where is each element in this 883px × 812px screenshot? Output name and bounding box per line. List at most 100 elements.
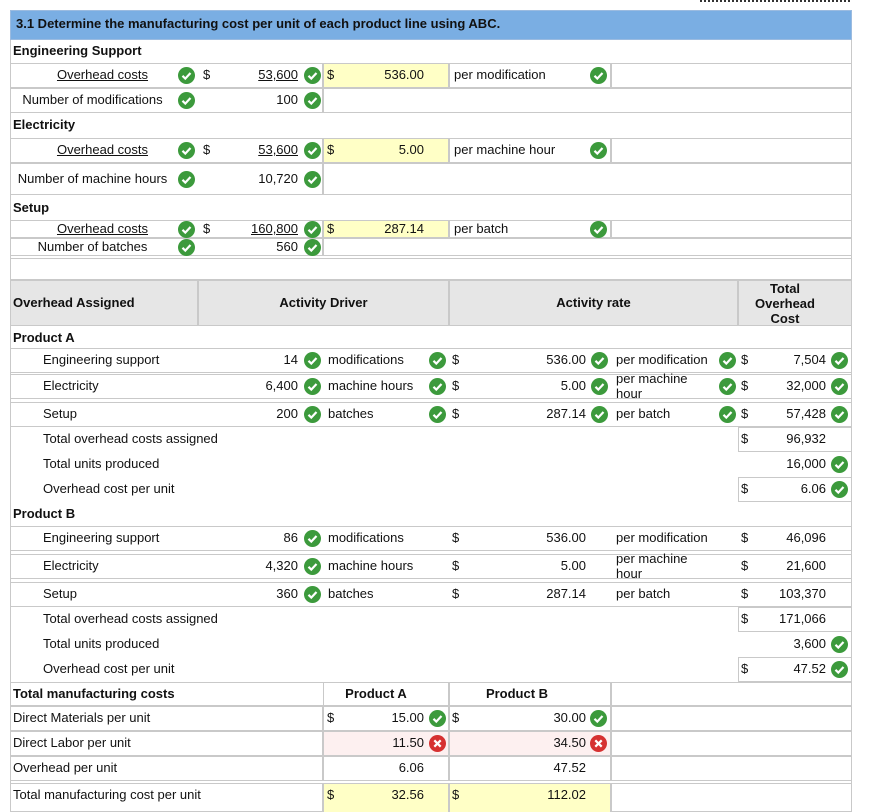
cell (10, 582, 852, 607)
rate: 287.14 (546, 406, 586, 421)
check-icon (304, 352, 321, 369)
value: 112.02 (547, 787, 586, 802)
row-label: Total overhead costs assigned (43, 611, 218, 626)
driver: modifications (328, 352, 404, 367)
cell (10, 526, 852, 551)
cell (10, 138, 323, 163)
currency: $ (741, 558, 749, 573)
error-icon (590, 735, 607, 752)
total: 96,932 (786, 431, 826, 446)
total: 171,066 (779, 611, 826, 626)
row-label: Total units produced (43, 456, 160, 471)
row-label: Total manufacturing cost per unit (13, 787, 201, 802)
cell (611, 783, 852, 812)
driver: modifications (328, 530, 404, 545)
check-icon (304, 239, 321, 256)
cell (10, 402, 852, 427)
currency: $ (452, 352, 460, 367)
cell (323, 220, 449, 238)
driver: 560 (276, 239, 298, 254)
check-icon (304, 221, 321, 238)
cell (449, 731, 611, 756)
driver: machine hours (328, 558, 414, 573)
total: 21,600 (786, 558, 826, 573)
check-icon (178, 142, 195, 159)
cell (10, 88, 323, 113)
driver: 10,720 (258, 171, 298, 186)
per-unit: 47.52 (793, 661, 826, 676)
cost: 160,800 (251, 221, 298, 236)
currency: $ (741, 586, 749, 601)
rate: 5.00 (560, 558, 586, 573)
cell (323, 63, 449, 88)
per-unit: 6.06 (800, 481, 826, 496)
driver-label: Number of machine hours (17, 171, 168, 186)
driver: batches (328, 586, 374, 601)
cell (611, 220, 852, 238)
check-icon (304, 92, 321, 109)
rate: 287.14 (384, 221, 424, 236)
check-icon (590, 142, 607, 159)
currency: $ (327, 221, 335, 236)
title-bar (10, 10, 852, 40)
driver: 100 (276, 92, 298, 107)
cell (10, 756, 323, 781)
unit: per modification (616, 530, 708, 545)
column-header: Product A (345, 686, 407, 701)
check-icon (719, 378, 736, 395)
header-cell (10, 280, 198, 326)
column-header: Product B (485, 686, 549, 701)
unit: per machine hour (616, 551, 688, 581)
currency: $ (741, 352, 749, 367)
check-icon (590, 221, 607, 238)
quantity: 200 (276, 406, 298, 421)
cell (611, 63, 852, 88)
check-icon (429, 710, 446, 727)
cell (738, 477, 852, 502)
rate-unit: per batch (454, 221, 509, 236)
row-label: Engineering support (43, 352, 160, 367)
header: Activity rate (556, 295, 631, 310)
row-label: Overhead cost per unit (43, 481, 175, 496)
cell (10, 783, 323, 812)
cell (449, 706, 611, 731)
quantity: 360 (276, 586, 298, 601)
rate-unit: per modification (454, 67, 546, 82)
header: Activity Driver (279, 295, 368, 310)
section-heading: Engineering Support (13, 43, 142, 58)
currency: $ (452, 378, 460, 393)
cost: 53,600 (258, 142, 298, 157)
cell (611, 731, 852, 756)
check-icon (590, 67, 607, 84)
cell (449, 220, 611, 238)
currency: $ (741, 481, 749, 496)
units: 3,600 (793, 636, 826, 651)
currency: $ (741, 611, 749, 626)
currency: $ (203, 67, 211, 82)
check-icon (178, 92, 195, 109)
value: 30.00 (553, 710, 586, 725)
error-icon (429, 735, 446, 752)
check-icon (429, 352, 446, 369)
value: 6.06 (398, 760, 424, 775)
cell (449, 63, 611, 88)
cell (449, 783, 611, 812)
rate: 536.00 (384, 67, 424, 82)
check-icon (304, 406, 321, 423)
check-icon (178, 67, 195, 84)
cell (323, 731, 449, 756)
top-dots (700, 0, 850, 3)
currency: $ (741, 661, 749, 676)
currency: $ (327, 67, 335, 82)
row-label: Setup (43, 406, 77, 421)
cell (611, 756, 852, 781)
total: 57,428 (786, 406, 826, 421)
check-icon (831, 481, 848, 498)
cell (323, 682, 449, 706)
cost-label: Overhead costs (56, 67, 149, 82)
cell (10, 348, 852, 373)
cost-label: Overhead costs (56, 142, 149, 157)
cell (449, 138, 611, 163)
cell (738, 607, 852, 632)
cell (323, 706, 449, 731)
